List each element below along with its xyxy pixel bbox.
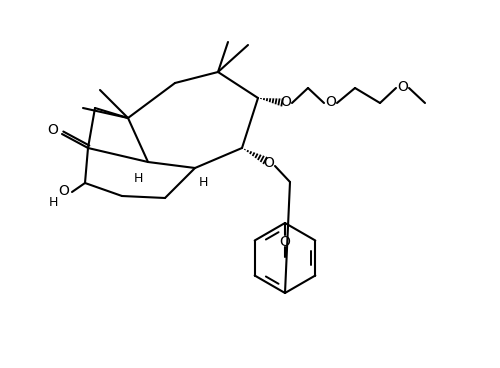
Text: O: O (280, 235, 290, 249)
Text: O: O (280, 95, 291, 109)
Text: H: H (48, 197, 58, 209)
Text: O: O (48, 123, 58, 137)
Text: O: O (58, 184, 70, 198)
Text: H: H (198, 176, 207, 188)
Text: H: H (134, 171, 142, 184)
Text: O: O (264, 156, 274, 170)
Text: O: O (326, 95, 336, 109)
Text: O: O (398, 80, 408, 94)
